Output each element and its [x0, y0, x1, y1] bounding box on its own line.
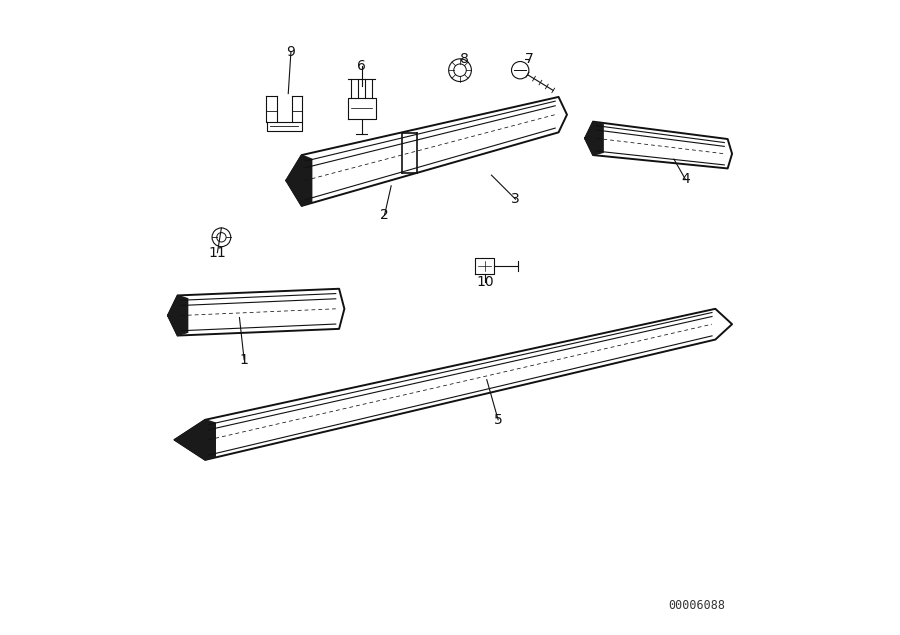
Polygon shape [347, 98, 376, 119]
Polygon shape [175, 420, 215, 460]
Polygon shape [286, 97, 567, 206]
Polygon shape [585, 122, 603, 155]
Polygon shape [168, 295, 188, 335]
Circle shape [217, 232, 226, 242]
Polygon shape [168, 289, 345, 335]
Circle shape [454, 64, 466, 76]
Text: 10: 10 [476, 275, 493, 289]
Text: 7: 7 [525, 52, 533, 66]
Text: 11: 11 [209, 246, 226, 260]
Text: 3: 3 [511, 192, 520, 206]
Text: 6: 6 [357, 58, 366, 72]
Text: 8: 8 [460, 52, 469, 66]
Polygon shape [475, 258, 494, 274]
Text: 4: 4 [681, 172, 689, 186]
Text: 00006088: 00006088 [669, 599, 725, 612]
Circle shape [449, 59, 472, 81]
Circle shape [511, 62, 529, 79]
Circle shape [212, 228, 230, 246]
Text: 9: 9 [286, 45, 295, 59]
Text: 2: 2 [380, 208, 389, 222]
Polygon shape [175, 309, 732, 460]
Polygon shape [286, 155, 311, 206]
Polygon shape [267, 122, 302, 131]
Text: 1: 1 [239, 352, 248, 366]
Text: 5: 5 [494, 413, 502, 427]
Polygon shape [585, 122, 732, 168]
